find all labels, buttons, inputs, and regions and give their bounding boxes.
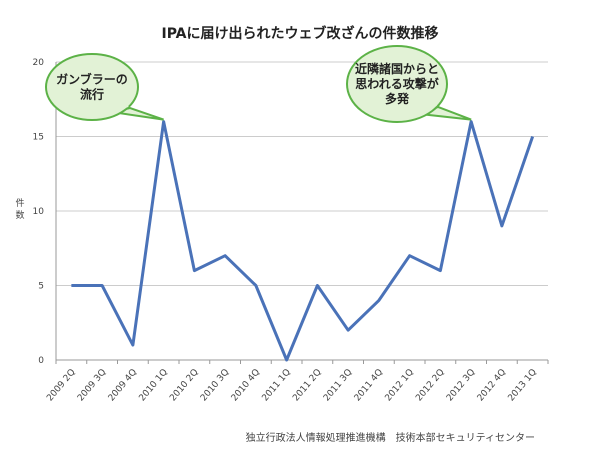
x-tick-label: 2013 1Q: [506, 368, 538, 404]
x-tick-label: 2011 1Q: [260, 368, 292, 404]
x-tick-label: 2012 1Q: [383, 368, 415, 404]
callout-bubble: [45, 53, 139, 121]
x-tick-label: 2012 2Q: [414, 368, 446, 404]
x-tick-label: 2012 4Q: [476, 368, 508, 404]
y-tick-label: 0: [38, 356, 44, 366]
source-note: 独立行政法人情報処理推進機構 技術本部セキュリティセンター: [246, 431, 535, 444]
callout-text: ガンブラーの: [56, 72, 128, 87]
callout-bubble: [346, 45, 448, 123]
callout-text: 近隣諸国からと: [355, 61, 439, 76]
y-axis-label: 件数: [15, 197, 24, 221]
x-tick-label: 2010 4Q: [230, 368, 262, 404]
y-tick-label: 20: [33, 58, 45, 68]
callout-text: 思われる攻撃が: [355, 76, 438, 91]
y-tick-label: 15: [33, 133, 44, 143]
y-tick-label: 10: [33, 207, 45, 217]
y-tick-label: 5: [38, 282, 44, 292]
callout-joint: [421, 102, 437, 113]
x-tick-label: 2010 1Q: [137, 368, 169, 404]
chart-title: IPAに届け出られたウェブ改ざんの件数推移: [161, 25, 438, 42]
x-tick-label: 2010 3Q: [199, 368, 231, 404]
callout-text: 多発: [385, 91, 410, 106]
callout-text: 流行: [80, 87, 104, 102]
x-tick-label: 2011 2Q: [291, 368, 323, 404]
x-tick-label: 2009 2Q: [45, 368, 77, 404]
x-tick-label: 2011 3Q: [322, 368, 354, 404]
x-tick-label: 2011 4Q: [353, 368, 385, 404]
x-tick-label: 2012 3Q: [445, 368, 477, 404]
x-tick-label: 2010 2Q: [168, 368, 200, 404]
x-tick-label: 2009 3Q: [76, 368, 108, 404]
callout-joint: [113, 103, 129, 111]
x-tick-label: 2009 4Q: [107, 368, 139, 404]
series-line: [71, 120, 535, 362]
